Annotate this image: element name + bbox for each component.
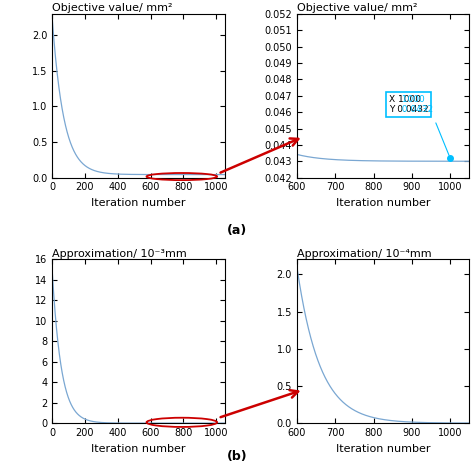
- X-axis label: Iteration number: Iteration number: [91, 198, 186, 208]
- Text: X 1000
Y 0.0432: X 1000 Y 0.0432: [389, 95, 428, 114]
- X-axis label: Iteration number: Iteration number: [336, 198, 430, 208]
- Text: Approximation/ 10⁻⁴mm: Approximation/ 10⁻⁴mm: [297, 249, 431, 259]
- Text: 1000
  0.0432: 1000 0.0432: [396, 95, 433, 114]
- Text: (b): (b): [227, 450, 247, 463]
- Text: (a): (a): [227, 224, 247, 237]
- Text: Objective value/ mm²: Objective value/ mm²: [52, 3, 173, 13]
- Text: Objective value/ mm²: Objective value/ mm²: [297, 3, 418, 13]
- Text: Approximation/ 10⁻³mm: Approximation/ 10⁻³mm: [52, 249, 187, 259]
- X-axis label: Iteration number: Iteration number: [91, 444, 186, 453]
- X-axis label: Iteration number: Iteration number: [336, 444, 430, 453]
